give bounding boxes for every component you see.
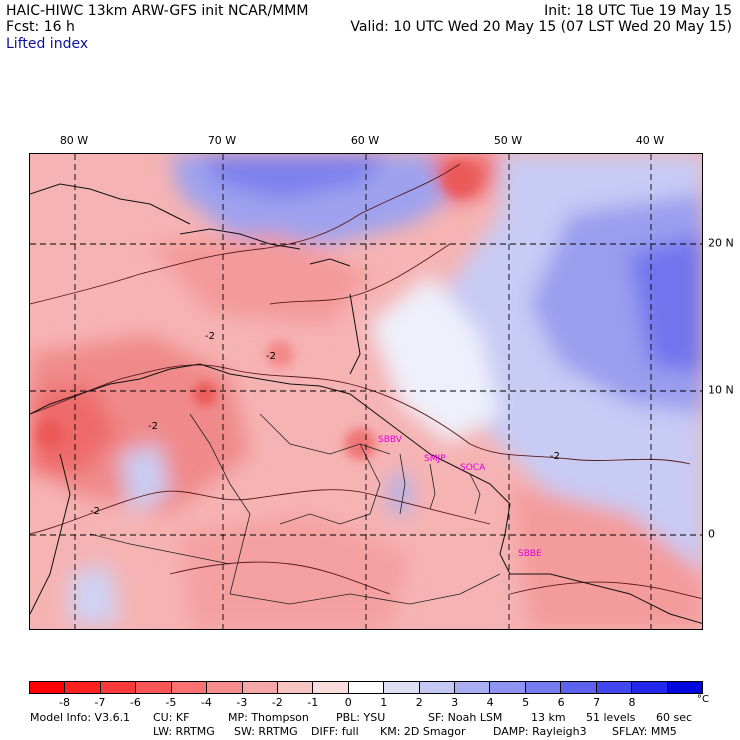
lon-label-70w: 70 W xyxy=(207,134,237,147)
contour-label: -2 xyxy=(550,451,560,462)
color-swatch xyxy=(171,682,208,693)
footer-sf: SF: Noah LSM xyxy=(428,711,503,724)
lon-label-40w: 40 W xyxy=(635,134,665,147)
station-markers: SBBV SMJP SOCA SBBE xyxy=(378,435,542,559)
color-scale-label: 0 xyxy=(344,696,352,709)
lon-label-60w: 60 W xyxy=(350,134,380,147)
color-swatch xyxy=(384,682,420,693)
forecast-hour: Fcst: 16 h xyxy=(6,19,75,35)
contour-label: -2 xyxy=(205,331,215,342)
color-swatch xyxy=(136,682,172,693)
footer-mp: MP: Thompson xyxy=(228,711,309,724)
init-time: Init: 18 UTC Tue 19 May 15 xyxy=(544,3,732,19)
color-swatch xyxy=(455,682,491,693)
color-scale-label: 4 xyxy=(486,696,494,709)
color-scale-unit: °C xyxy=(697,694,709,705)
coastlines xyxy=(30,183,702,624)
contour-label-group: -2 -2 -2 -2 -2 xyxy=(90,331,560,517)
footer-levels: 51 levels xyxy=(586,711,636,724)
lon-label-80w: 80 W xyxy=(59,134,89,147)
contour-lines xyxy=(30,163,702,600)
color-scale-label: -6 xyxy=(129,696,141,709)
color-swatch xyxy=(667,682,703,693)
color-swatch xyxy=(65,682,101,693)
field-name: Lifted index xyxy=(6,36,89,52)
footer-km: KM: 2D Smagor xyxy=(380,725,466,738)
footer-damp: DAMP: Rayleigh3 xyxy=(493,725,587,738)
color-scale-label: 8 xyxy=(628,696,636,709)
footer-timestep: 60 sec xyxy=(656,711,693,724)
contour-label: -2 xyxy=(148,421,158,432)
color-scale-label: -7 xyxy=(94,696,106,709)
color-swatch xyxy=(30,682,66,693)
station-label-smjp: SMJP xyxy=(424,454,446,464)
color-scale-label: 5 xyxy=(522,696,530,709)
color-swatch xyxy=(561,682,597,693)
footer-resolution: 13 km xyxy=(531,711,566,724)
color-scale-bar xyxy=(29,681,703,694)
color-scale-label: 7 xyxy=(593,696,601,709)
valid-time: Valid: 10 UTC Wed 20 May 15 (07 LST Wed … xyxy=(350,19,732,35)
latlon-grid xyxy=(30,154,702,629)
color-scale-label: -5 xyxy=(165,696,177,709)
contour-label: -2 xyxy=(266,351,276,362)
color-swatch xyxy=(100,682,137,693)
color-swatch xyxy=(525,682,562,693)
footer-cu: CU: KF xyxy=(153,711,190,724)
color-swatch xyxy=(348,682,385,693)
lat-label-equator: 0 xyxy=(708,527,715,541)
color-scale-label: -4 xyxy=(200,696,212,709)
color-scale-label: 2 xyxy=(415,696,423,709)
footer-lw: LW: RRTMG xyxy=(153,725,215,738)
color-swatch xyxy=(596,682,633,693)
lat-label-20n: 20 N xyxy=(708,236,734,250)
color-scale-label: 6 xyxy=(557,696,565,709)
country-borders xyxy=(89,413,501,605)
lon-label-50w: 50 W xyxy=(493,134,523,147)
color-swatch xyxy=(242,682,278,693)
color-swatch xyxy=(207,682,243,693)
color-swatch xyxy=(313,682,349,693)
footer-sw: SW: RRTMG xyxy=(234,725,298,738)
lat-label-10n: 10 N xyxy=(708,383,734,397)
footer-sflay: SFLAY: MM5 xyxy=(612,725,677,738)
color-swatch xyxy=(277,682,314,693)
station-label-soca: SOCA xyxy=(460,463,486,473)
contour-label: -2 xyxy=(90,506,100,517)
color-swatch xyxy=(632,682,668,693)
color-scale-label: -2 xyxy=(271,696,283,709)
color-scale-label: 1 xyxy=(380,696,388,709)
map-canvas: -2 -2 -2 -2 -2 SBBV SMJP SOCA SBBE xyxy=(30,154,702,629)
color-swatch xyxy=(490,682,526,693)
footer-model-info: Model Info: V3.6.1 xyxy=(30,711,131,724)
footer-pbl: PBL: YSU xyxy=(336,711,386,724)
station-label-sbbv: SBBV xyxy=(378,435,403,445)
map-title: HAIC-HIWC 13km ARW-GFS init NCAR/MMM xyxy=(6,3,309,19)
station-label-sbbe: SBBE xyxy=(518,549,542,559)
color-scale-label: -1 xyxy=(307,696,319,709)
color-scale-label: -8 xyxy=(58,696,70,709)
color-scale-label: -3 xyxy=(236,696,248,709)
color-scale-label: 3 xyxy=(451,696,459,709)
lifted-index-map: -2 -2 -2 -2 -2 SBBV SMJP SOCA SBBE xyxy=(29,153,703,630)
footer-diff: DIFF: full xyxy=(311,725,359,738)
color-swatch xyxy=(419,682,456,693)
